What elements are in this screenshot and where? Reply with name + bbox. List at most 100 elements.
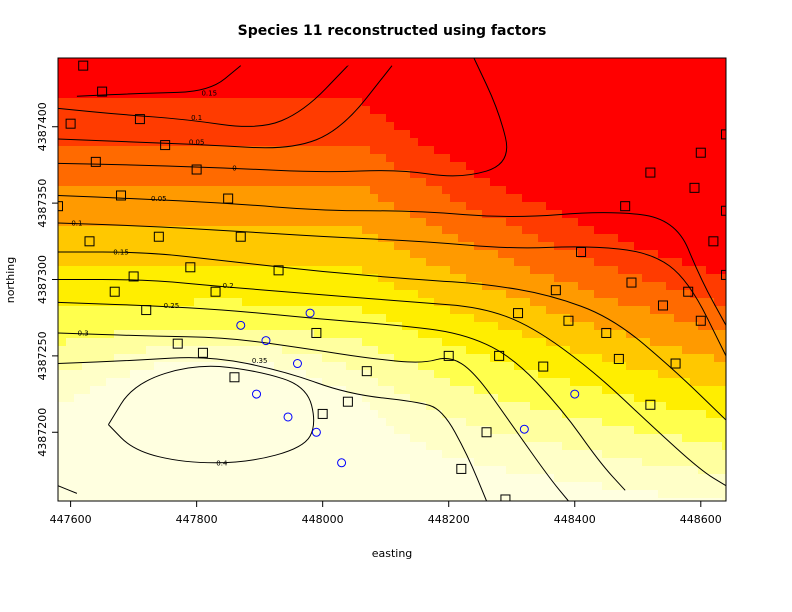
heat-cell [130,274,139,283]
heat-cell [130,58,139,67]
heat-cell [378,146,387,155]
heat-cell [114,74,123,83]
heat-cell [282,138,291,147]
heat-cell [266,226,275,235]
heat-cell [130,242,139,251]
heat-cell [378,250,387,259]
heat-cell [306,362,315,371]
heat-cell [194,434,203,443]
heat-cell [658,458,667,467]
heat-cell [474,162,483,171]
heat-cell [714,170,723,179]
heat-cell [490,146,499,155]
heat-cell [370,410,379,419]
heat-cell [66,442,75,451]
square-marker [721,269,726,280]
heat-cell [394,202,403,211]
heat-cell [530,442,539,451]
heat-cell [674,266,683,275]
heat-cell [666,410,675,419]
heat-cell [514,490,523,499]
heat-cell [258,306,267,315]
heat-cell [338,434,347,443]
heat-cell [274,490,283,499]
heat-cell [178,122,187,131]
heat-cell [66,138,75,147]
heat-cell [346,362,355,371]
heat-cell [458,306,467,315]
heat-cell [266,338,275,347]
heat-cell [138,202,147,211]
heat-cell [698,402,707,411]
heat-cell [378,258,387,267]
heat-cell [666,210,675,219]
heat-cell [362,202,371,211]
heat-cell [690,330,699,339]
heat-cell [186,482,195,491]
heat-cell [642,466,651,475]
heat-cell [226,210,235,219]
heat-cell [274,362,283,371]
heat-cell [250,442,259,451]
heat-cell [218,194,227,203]
heat-cell [626,194,635,203]
heat-cell [378,266,387,275]
heat-cell [442,170,451,179]
heat-cell [642,162,651,171]
heat-cell [674,258,683,267]
square-marker [657,300,668,311]
heat-cell [114,386,123,395]
heat-cell [626,490,635,499]
heat-cell [402,418,411,427]
heat-cell [194,330,203,339]
heat-cell [362,306,371,315]
heat-cell [642,434,651,443]
heat-cell [618,218,627,227]
heat-cell [618,378,627,387]
heat-cell [338,498,347,501]
heat-cell [426,138,435,147]
heat-cell [114,234,123,243]
heat-cell [58,450,67,459]
contour-label: 0.35 [252,357,268,365]
heat-cell [402,434,411,443]
heat-cell [690,498,699,501]
heat-cell [418,386,427,395]
heat-cell [714,290,723,299]
heat-cell [178,138,187,147]
heat-cell [674,306,683,315]
x-axis: 447600 447800 448000 448200 448400 448600 [50,501,722,526]
heat-cell [338,114,347,123]
heat-cell [146,474,155,483]
heat-cell [202,474,211,483]
heat-cell [370,442,379,451]
heat-cell [498,322,507,331]
heat-cell [386,258,395,267]
heat-cell [546,290,555,299]
heat-cell [594,122,603,131]
heat-cell [386,402,395,411]
heat-cell [634,298,643,307]
heat-cell [722,178,726,187]
heat-cell [378,322,387,331]
heat-cell [410,338,419,347]
heat-cell [562,242,571,251]
heat-cell [706,106,715,115]
heat-cell [698,66,707,75]
heat-cell [98,394,107,403]
heat-cell [546,386,555,395]
heat-cell [242,74,251,83]
heat-cell [690,418,699,427]
heat-cell [410,274,419,283]
heat-cell [650,410,659,419]
heat-cell [314,154,323,163]
heat-cell [170,474,179,483]
heat-cell [338,378,347,387]
heat-cell [434,410,443,419]
heat-cell [642,330,651,339]
heat-cell [618,330,627,339]
heat-cell [362,170,371,179]
heat-cell [626,122,635,131]
heat-cell [634,154,643,163]
heat-cell [338,226,347,235]
